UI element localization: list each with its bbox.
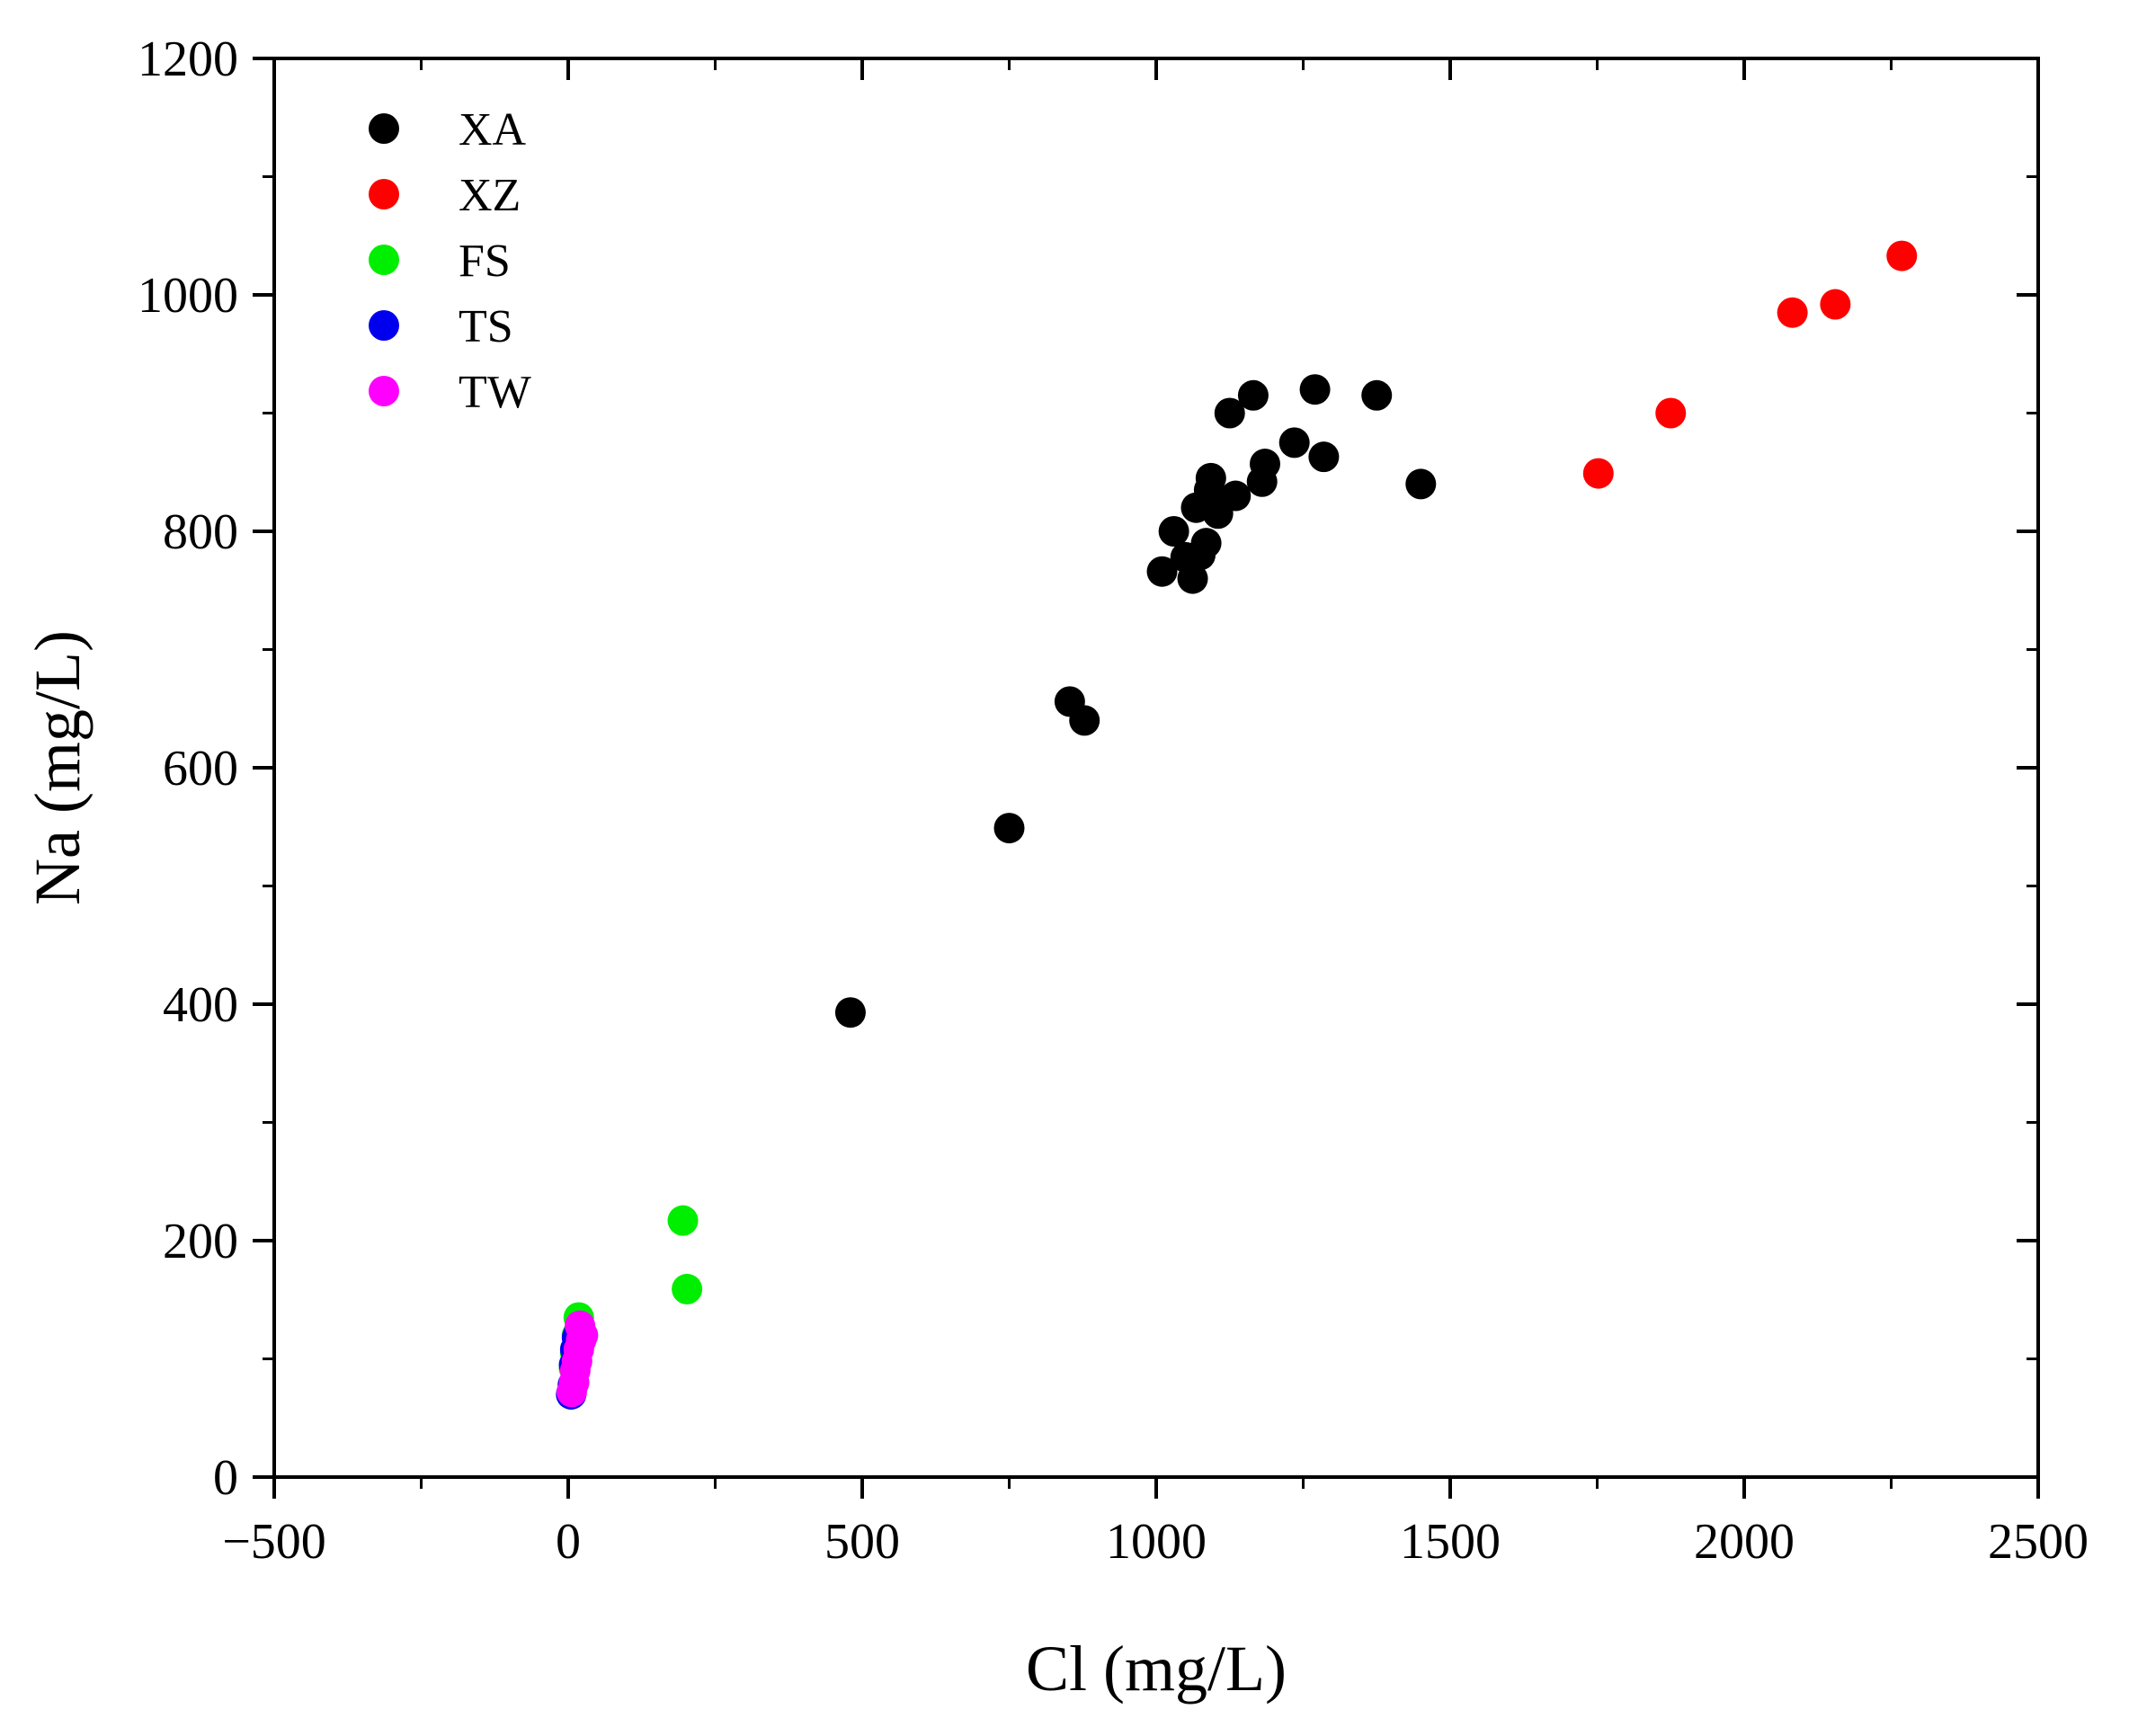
data-point-fs [667,1205,699,1236]
data-point-xa [1308,441,1340,473]
data-point-xa [1220,480,1252,512]
legend-marker [369,376,399,406]
data-point-fs [672,1273,703,1304]
data-point-xa [1177,563,1208,594]
x-tick-label: 500 [824,1514,900,1570]
data-point-xa [1069,705,1100,736]
data-point-xa [1237,379,1269,411]
series-xz [1582,240,1918,489]
legend-marker [369,113,399,144]
y-tick-label: 0 [213,1450,238,1506]
data-point-xa [1158,516,1189,547]
y-tick-label: 1200 [138,31,238,87]
x-tick-label: 1500 [1400,1514,1501,1570]
series-xa [834,374,1437,1028]
y-tick-label: 400 [163,977,238,1033]
x-tick-label: −500 [222,1514,326,1570]
legend-label: TS [459,301,513,352]
legend-item-ts: TS [369,301,513,352]
data-point-xa [1214,397,1245,429]
x-tick-label: 2000 [1694,1514,1795,1570]
legend-label: FS [459,236,511,287]
data-point-tw [565,1310,596,1341]
data-point-xa [993,813,1025,844]
data-point-xa [1361,379,1393,411]
data-point-xz [1582,458,1614,489]
legend-label: XZ [459,170,521,221]
axis-tick-labels: −500 0 500 1000 1500 2000 2500 0 200 400 600 800 100… [138,31,2089,1570]
legend-item-tw: TW [369,367,531,418]
axis-ticks [253,57,2040,1499]
data-point-xz [1886,240,1918,272]
data-point-xz [1777,297,1808,328]
legend-label: TW [459,367,531,418]
data-point-xz [1820,289,1851,320]
data-point-xz [1655,397,1687,429]
y-tick-label: 600 [163,741,238,797]
legend-marker [369,310,399,341]
legend-item-fs: FS [369,236,511,287]
x-tick-label: 1000 [1106,1514,1207,1570]
data-point-xa [1249,449,1280,480]
legend: XA XZ FS TS TW [369,104,531,418]
data-point-xa [1195,462,1226,494]
legend-item-xa: XA [369,104,527,156]
y-axis-title: Na (mg/L) [22,630,94,905]
legend-marker [369,245,399,275]
data-point-xa [834,997,866,1028]
plot-frame [272,57,2040,1479]
legend-item-xz: XZ [369,170,521,221]
series-tw [556,1310,599,1408]
data-point-xa [1299,374,1331,405]
x-tick-label: 0 [556,1514,581,1570]
data-point-xa [1146,556,1178,587]
data-point-xa [1405,468,1437,500]
y-tick-label: 200 [163,1214,238,1269]
data-points [556,240,1918,1410]
legend-label: XA [459,104,527,156]
legend-marker [369,179,399,209]
y-tick-label: 800 [163,504,238,560]
data-point-xa [1278,427,1310,458]
x-axis-title: Cl (mg/L) [1026,1633,1287,1705]
x-tick-label: 2500 [1988,1514,2089,1570]
data-point-xa [1190,528,1222,559]
y-tick-label: 1000 [138,268,238,324]
